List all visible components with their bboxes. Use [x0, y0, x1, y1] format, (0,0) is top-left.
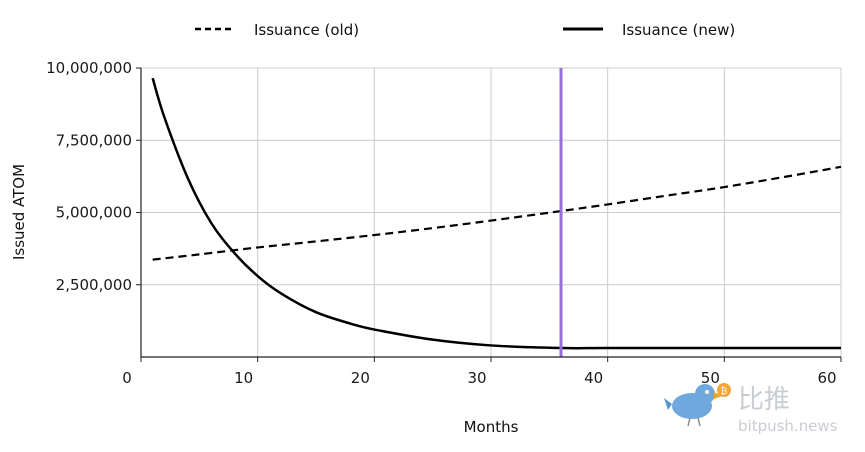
y-axis-title: Issued ATOM: [10, 164, 28, 260]
y-tick-label: 5,000,000: [56, 204, 132, 222]
x-tick-label: 40: [584, 369, 603, 387]
legend-label-old: Issuance (old): [254, 21, 359, 39]
y-tick-label: 10,000,000: [46, 59, 132, 77]
bird-logo: ₿: [664, 383, 731, 427]
y-tick-label: 7,500,000: [56, 131, 132, 149]
legend: Issuance (old) Issuance (new): [195, 21, 735, 39]
x-tick-label: 20: [351, 369, 370, 387]
svg-text:₿: ₿: [721, 386, 728, 397]
watermark-cn-text: 比推: [738, 385, 790, 415]
x-axis-title: Months: [464, 418, 519, 436]
series-line-new: [151, 77, 841, 350]
axes: 0 10 20 30 40 50 60 2,500,000 5,000,000 7,500,000…: [46, 59, 842, 387]
series-line-old: [152, 165, 842, 261]
x-tick-label: 0: [122, 369, 132, 387]
y-tick-label: 2,500,000: [56, 276, 132, 294]
grid: [141, 67, 842, 357]
x-tick-label: 10: [234, 369, 253, 387]
x-tick-label: 30: [467, 369, 486, 387]
legend-label-new: Issuance (new): [622, 21, 735, 39]
coin-icon: [717, 383, 731, 397]
x-tick-label: 60: [817, 369, 836, 387]
watermark-en-text: bitpush.news: [738, 417, 838, 435]
watermark: ₿ 比推 bitpush.news: [664, 383, 838, 435]
plot-area: [151, 68, 842, 357]
x-tick-label: 50: [701, 369, 720, 387]
